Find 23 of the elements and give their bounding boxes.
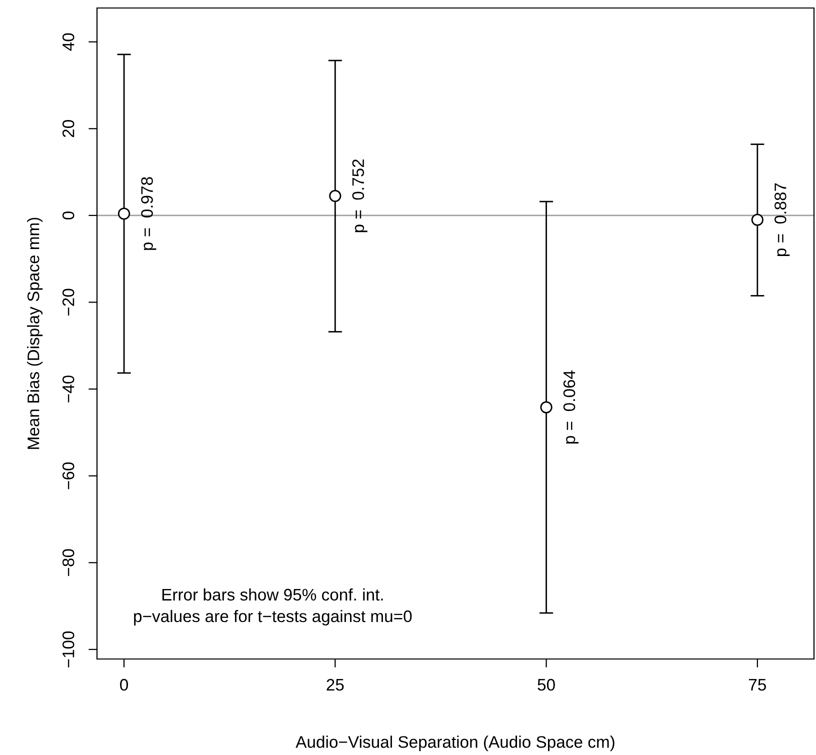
y-tick-label: −60 bbox=[62, 462, 74, 490]
x-tick-label: 0 bbox=[120, 678, 128, 691]
point bbox=[329, 190, 342, 202]
y-tick-label: 0 bbox=[62, 211, 74, 220]
annotation: p = 0.064 bbox=[563, 370, 578, 444]
x-axis-title: Audio−Visual Separation (Audio Space cm) bbox=[296, 736, 614, 752]
x-tick-label: 25 bbox=[326, 678, 344, 691]
y-tick-label: −80 bbox=[62, 549, 74, 576]
annotation: p = 0.887 bbox=[774, 183, 790, 256]
x-tick-label: 75 bbox=[749, 679, 766, 691]
y-tick-label: 40 bbox=[62, 33, 74, 51]
y-tick-label: −20 bbox=[62, 288, 74, 316]
y-axis-title: Mean Bias (Display Space mm) bbox=[27, 218, 43, 449]
annotation: p = 0.752 bbox=[352, 159, 368, 232]
point bbox=[751, 214, 764, 226]
y-tick-label: −40 bbox=[62, 376, 74, 402]
y-tick-label: −100 bbox=[62, 631, 74, 668]
annotation: p = 0.978 bbox=[141, 177, 156, 250]
point bbox=[118, 208, 130, 220]
y-tick-label: 20 bbox=[62, 120, 74, 138]
point bbox=[540, 401, 552, 414]
annotation: Error bars show 95% conf. int. p−values are for t−tests against mu=0 bbox=[134, 588, 412, 626]
x-tick-label: 50 bbox=[538, 678, 555, 691]
